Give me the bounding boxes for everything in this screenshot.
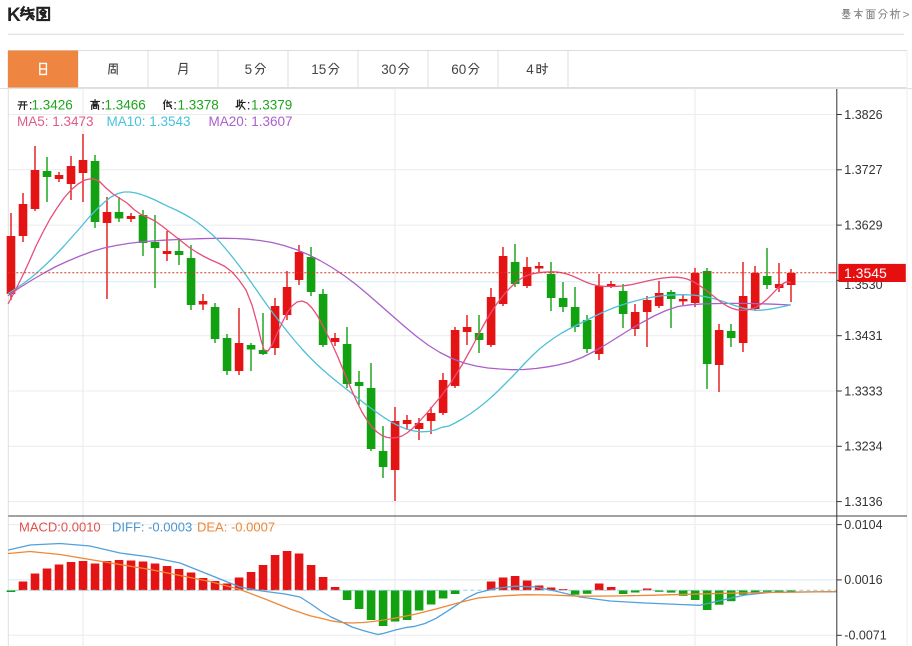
svg-text:1.3379: 1.3379	[251, 98, 292, 113]
svg-text:1.3426: 1.3426	[32, 98, 73, 113]
svg-text:5: 5	[245, 62, 253, 77]
svg-text:1.3136: 1.3136	[844, 495, 882, 509]
svg-text::: :	[101, 98, 105, 113]
svg-text:0.0016: 0.0016	[844, 573, 882, 587]
svg-text:K: K	[7, 5, 21, 26]
svg-text:60: 60	[451, 62, 466, 77]
svg-text:0.0104: 0.0104	[844, 518, 882, 532]
svg-text:DIFF: -0.0003: DIFF: -0.0003	[112, 520, 192, 535]
svg-text:1.3545: 1.3545	[844, 265, 887, 281]
svg-text:>: >	[903, 8, 910, 22]
svg-text:30: 30	[381, 62, 396, 77]
svg-text:MA10: 1.3543: MA10: 1.3543	[107, 114, 191, 129]
svg-text:MA5: 1.3473: MA5: 1.3473	[17, 114, 94, 129]
svg-text::: :	[173, 98, 177, 113]
svg-text::: :	[247, 98, 251, 113]
svg-text:1.3466: 1.3466	[105, 98, 146, 113]
svg-text:-0.0071: -0.0071	[844, 629, 886, 643]
svg-text:1.3234: 1.3234	[844, 440, 882, 454]
svg-text:1.3826: 1.3826	[844, 108, 882, 122]
svg-text:1.3629: 1.3629	[844, 218, 882, 232]
svg-text:15: 15	[311, 62, 326, 77]
svg-text:MACD:0.0010: MACD:0.0010	[19, 520, 101, 535]
svg-text:DEA: -0.0007: DEA: -0.0007	[197, 520, 275, 535]
svg-text::: :	[29, 98, 33, 113]
svg-text:1.3727: 1.3727	[844, 163, 882, 177]
svg-text:4: 4	[526, 62, 534, 77]
svg-text:1.3431: 1.3431	[844, 329, 882, 343]
svg-text:1.3378: 1.3378	[178, 98, 219, 113]
svg-text:MA20: 1.3607: MA20: 1.3607	[209, 114, 293, 129]
svg-text:1.3333: 1.3333	[844, 384, 882, 398]
